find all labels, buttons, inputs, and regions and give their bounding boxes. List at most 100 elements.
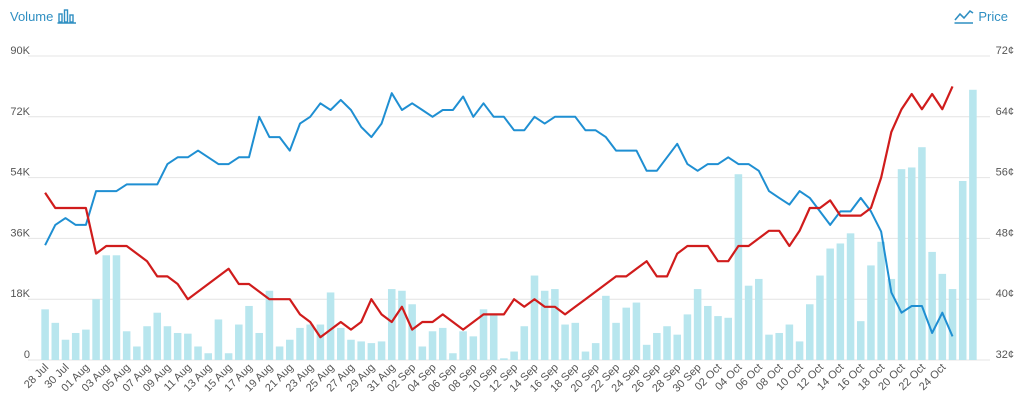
volume-bar <box>398 290 406 360</box>
volume-bar <box>102 255 111 360</box>
volume-bar <box>805 304 814 360</box>
volume-bar <box>224 353 233 360</box>
volume-bar <box>173 332 182 360</box>
price-legend[interactable]: Price <box>954 8 1008 24</box>
volume-bars <box>41 89 977 361</box>
volume-bar <box>459 331 467 360</box>
volume-bar <box>275 346 284 360</box>
line-chart-icon <box>954 8 974 24</box>
volume-bar <box>449 353 457 360</box>
volume-bar <box>856 321 865 360</box>
volume-bar <box>479 309 488 360</box>
volume-bar <box>765 334 773 360</box>
volume-bar <box>357 341 365 360</box>
volume-bar <box>316 324 325 360</box>
volume-bar <box>153 312 162 360</box>
volume-bar <box>836 243 845 360</box>
right-axis-tick: 32¢ <box>996 349 1014 361</box>
volume-bar <box>571 322 580 360</box>
volume-bar <box>663 326 671 360</box>
volume-bar <box>214 319 223 360</box>
volume-bar <box>163 326 172 360</box>
right-axis-tick: 72¢ <box>996 45 1014 57</box>
right-axis-tick: 48¢ <box>996 227 1014 239</box>
volume-bar <box>693 289 702 360</box>
volume-bar <box>255 332 263 360</box>
left-axis-tick: 0 <box>24 349 30 361</box>
volume-bar <box>775 332 783 360</box>
volume-bar <box>194 346 202 360</box>
volume-bar <box>540 290 549 360</box>
bar-chart-icon <box>57 8 77 24</box>
left-axis-tick: 54K <box>10 167 30 179</box>
left-axis-tick: 90K <box>10 45 30 57</box>
left-axis-tick: 72K <box>10 106 30 118</box>
volume-bar <box>734 174 743 360</box>
volume-bar <box>581 351 590 360</box>
volume-bar <box>683 314 692 360</box>
volume-bar <box>530 275 539 360</box>
volume-bar <box>408 304 416 360</box>
volume-bar <box>41 309 49 360</box>
volume-bar <box>897 169 906 360</box>
volume-bar <box>61 339 70 360</box>
volume-bar <box>632 302 641 360</box>
volume-bar <box>184 333 192 360</box>
right-axis-tick: 40¢ <box>996 288 1014 300</box>
volume-bar <box>642 344 651 360</box>
right-axis-tick: 64¢ <box>996 106 1014 118</box>
volume-bar <box>245 305 253 360</box>
volume-bar <box>969 89 977 361</box>
volume-bar <box>918 147 926 360</box>
volume-bar <box>714 316 722 360</box>
volume-bar <box>612 322 620 360</box>
volume-bar <box>112 255 121 360</box>
grid-layer <box>28 55 990 361</box>
volume-bar <box>520 326 529 360</box>
volume-bar <box>907 167 916 360</box>
volume-bar <box>785 324 794 360</box>
volume-bar <box>510 351 518 360</box>
volume-bar <box>347 339 355 360</box>
volume-bar <box>795 341 804 360</box>
right-axis-tick: 56¢ <box>996 167 1014 179</box>
volume-bar <box>143 326 151 360</box>
volume-bar <box>326 292 335 360</box>
volume-bar <box>122 331 131 360</box>
volume-legend[interactable]: Volume <box>10 8 77 24</box>
volume-bar <box>846 233 855 360</box>
price-line <box>44 85 954 339</box>
volume-bar <box>958 180 967 360</box>
volume-bar <box>489 314 498 360</box>
volume-bar <box>92 299 100 360</box>
volume-bar <box>82 329 90 360</box>
volume-bar <box>887 278 896 360</box>
volume-bar <box>336 327 345 360</box>
volume-bar <box>551 289 559 360</box>
volume-bar <box>469 336 478 360</box>
left-axis-tick: 36K <box>10 227 30 239</box>
volume-bar <box>816 275 824 360</box>
volume-bar <box>948 289 957 360</box>
volume-bar <box>367 343 376 360</box>
volume-bar <box>296 327 304 360</box>
volume-bar <box>286 339 294 360</box>
volume-bar <box>235 324 243 360</box>
series-lines <box>44 85 954 339</box>
volume-bar <box>928 251 936 360</box>
volume-bar <box>306 324 314 360</box>
volume-bar <box>561 324 569 360</box>
volume-bar <box>755 278 763 360</box>
volume-bar <box>826 248 834 360</box>
volume-bar <box>744 285 753 360</box>
volume-bar <box>133 346 141 360</box>
left-axis-tick: 18K <box>10 288 30 300</box>
volume-bar <box>938 273 947 360</box>
volume-bar <box>265 290 274 360</box>
volume-bar <box>867 265 875 360</box>
volume-bar <box>418 346 427 360</box>
volume-bar <box>622 307 631 360</box>
volume-bar <box>704 305 712 360</box>
volume-bar <box>724 317 732 360</box>
